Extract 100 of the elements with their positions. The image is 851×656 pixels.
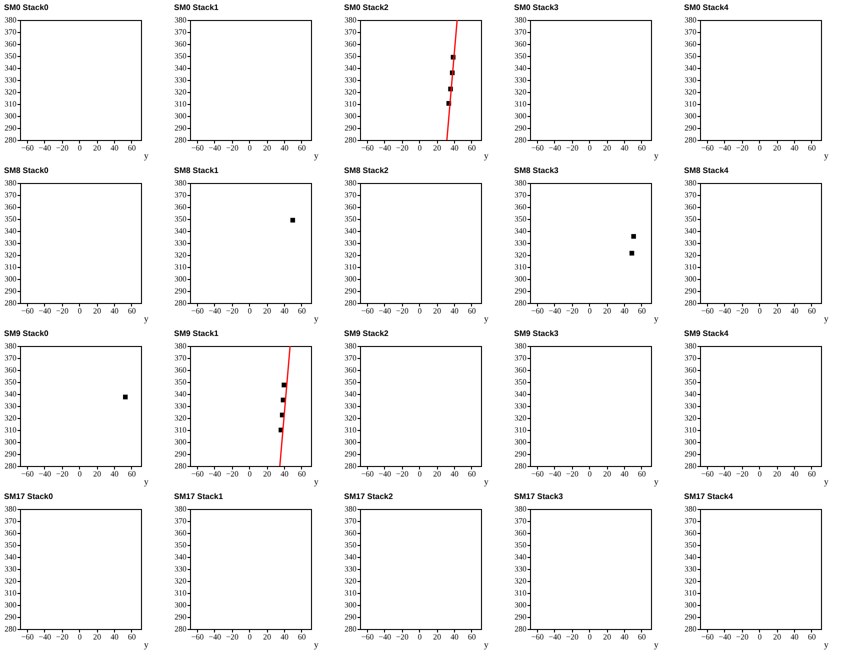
x-axis-title: y	[824, 314, 829, 324]
y-tick-label: 340	[344, 390, 356, 398]
y-tick-label: 380	[684, 178, 696, 188]
x-tick-label: −40	[718, 470, 732, 478]
x-tick-label: 0	[758, 306, 762, 316]
y-tick-label: 370	[174, 28, 186, 36]
y-tick-label: 370	[174, 190, 186, 200]
x-tick-label: −60	[701, 632, 714, 642]
chart-title: SM9 Stack3	[514, 329, 560, 338]
x-tick-label: 40	[620, 470, 629, 478]
x-tick-label: 40	[280, 470, 289, 478]
y-tick-label: 350	[174, 214, 186, 224]
y-tick-label: 350	[344, 540, 356, 550]
x-tick-label: −40	[378, 470, 392, 478]
x-tick-label: −20	[226, 470, 239, 478]
x-tick-label: 0	[78, 470, 82, 478]
x-tick-label: 60	[468, 632, 476, 642]
y-tick-label: 320	[174, 250, 186, 260]
y-tick-label: 280	[344, 624, 356, 634]
x-axis-title: y	[484, 640, 489, 650]
y-tick-label: 330	[344, 564, 356, 574]
y-tick-label: 300	[344, 438, 356, 446]
x-tick-label: −20	[566, 632, 579, 642]
y-tick-label: 330	[174, 564, 186, 574]
y-tick-label: 350	[344, 214, 356, 224]
y-tick-label: 290	[684, 612, 696, 622]
y-tick-label: 370	[4, 28, 16, 36]
x-tick-label: 20	[603, 632, 612, 642]
y-tick-label: 330	[684, 402, 696, 410]
y-tick-label: 310	[684, 262, 696, 272]
y-tick-label: 360	[4, 528, 16, 538]
y-tick-label: 370	[514, 516, 526, 526]
y-tick-label: 280	[4, 298, 16, 308]
y-tick-label: 360	[684, 202, 696, 212]
x-tick-label: −60	[361, 144, 374, 152]
y-tick-label: 360	[4, 40, 16, 48]
x-axis-title: y	[654, 314, 659, 324]
x-axis-title: y	[144, 476, 149, 486]
x-tick-label: 60	[128, 306, 136, 316]
y-tick-label: 340	[4, 64, 16, 72]
y-tick-label: 360	[4, 366, 16, 374]
y-tick-label: 370	[174, 516, 186, 526]
y-tick-label: 380	[514, 504, 526, 514]
y-tick-label: 290	[344, 450, 356, 458]
x-tick-label: −20	[396, 470, 409, 478]
y-tick-label: 380	[4, 504, 16, 514]
chart-title: SM8 Stack3	[514, 166, 560, 175]
x-tick-label: 0	[418, 470, 422, 478]
x-axis-title: y	[824, 150, 829, 160]
y-tick-label: 330	[344, 402, 356, 410]
x-tick-label: 0	[78, 632, 82, 642]
y-tick-label: 360	[4, 202, 16, 212]
chart-title: SM9 Stack4	[684, 329, 730, 338]
y-tick-label: 320	[514, 88, 526, 96]
y-tick-label: 380	[174, 16, 186, 24]
y-tick-label: 340	[514, 64, 526, 72]
x-tick-label: 60	[298, 470, 306, 478]
y-tick-label: 380	[174, 178, 186, 188]
y-tick-label: 330	[4, 402, 16, 410]
x-tick-label: −20	[566, 306, 579, 316]
y-tick-label: 310	[4, 426, 16, 434]
x-tick-label: 20	[93, 306, 102, 316]
y-tick-label: 380	[684, 16, 696, 24]
y-tick-label: 330	[344, 76, 356, 84]
x-tick-label: −40	[38, 144, 52, 152]
y-tick-label: 320	[514, 250, 526, 260]
x-tick-label: −40	[208, 470, 222, 478]
y-tick-label: 310	[514, 100, 526, 108]
y-tick-label: 340	[684, 64, 696, 72]
y-tick-label: 310	[174, 588, 186, 598]
y-tick-label: 330	[684, 238, 696, 248]
y-tick-label: 380	[514, 178, 526, 188]
y-tick-label: 350	[4, 378, 16, 386]
y-tick-label: 290	[4, 612, 16, 622]
x-tick-label: −20	[736, 306, 749, 316]
y-tick-label: 330	[684, 76, 696, 84]
x-tick-label: 60	[808, 306, 816, 316]
x-tick-label: 20	[93, 144, 102, 152]
y-tick-label: 290	[344, 124, 356, 132]
x-tick-label: −20	[396, 632, 409, 642]
x-tick-label: 0	[758, 470, 762, 478]
x-tick-label: −20	[56, 144, 69, 152]
y-tick-label: 310	[344, 100, 356, 108]
y-tick-label: 340	[344, 226, 356, 236]
y-tick-label: 340	[684, 390, 696, 398]
y-tick-label: 320	[4, 250, 16, 260]
chart-title: SM0 Stack3	[514, 3, 560, 12]
y-tick-label: 300	[174, 438, 186, 446]
y-tick-label: 370	[344, 190, 356, 200]
x-tick-label: 0	[78, 306, 82, 316]
x-axis-title: y	[144, 150, 149, 160]
y-tick-label: 360	[174, 40, 186, 48]
x-tick-label: −20	[226, 144, 239, 152]
y-tick-label: 280	[514, 136, 526, 144]
x-tick-label: 0	[588, 306, 592, 316]
y-tick-label: 310	[514, 426, 526, 434]
x-tick-label: −60	[21, 306, 34, 316]
y-tick-label: 300	[4, 274, 16, 284]
x-tick-label: −20	[226, 632, 239, 642]
y-tick-label: 300	[514, 274, 526, 284]
